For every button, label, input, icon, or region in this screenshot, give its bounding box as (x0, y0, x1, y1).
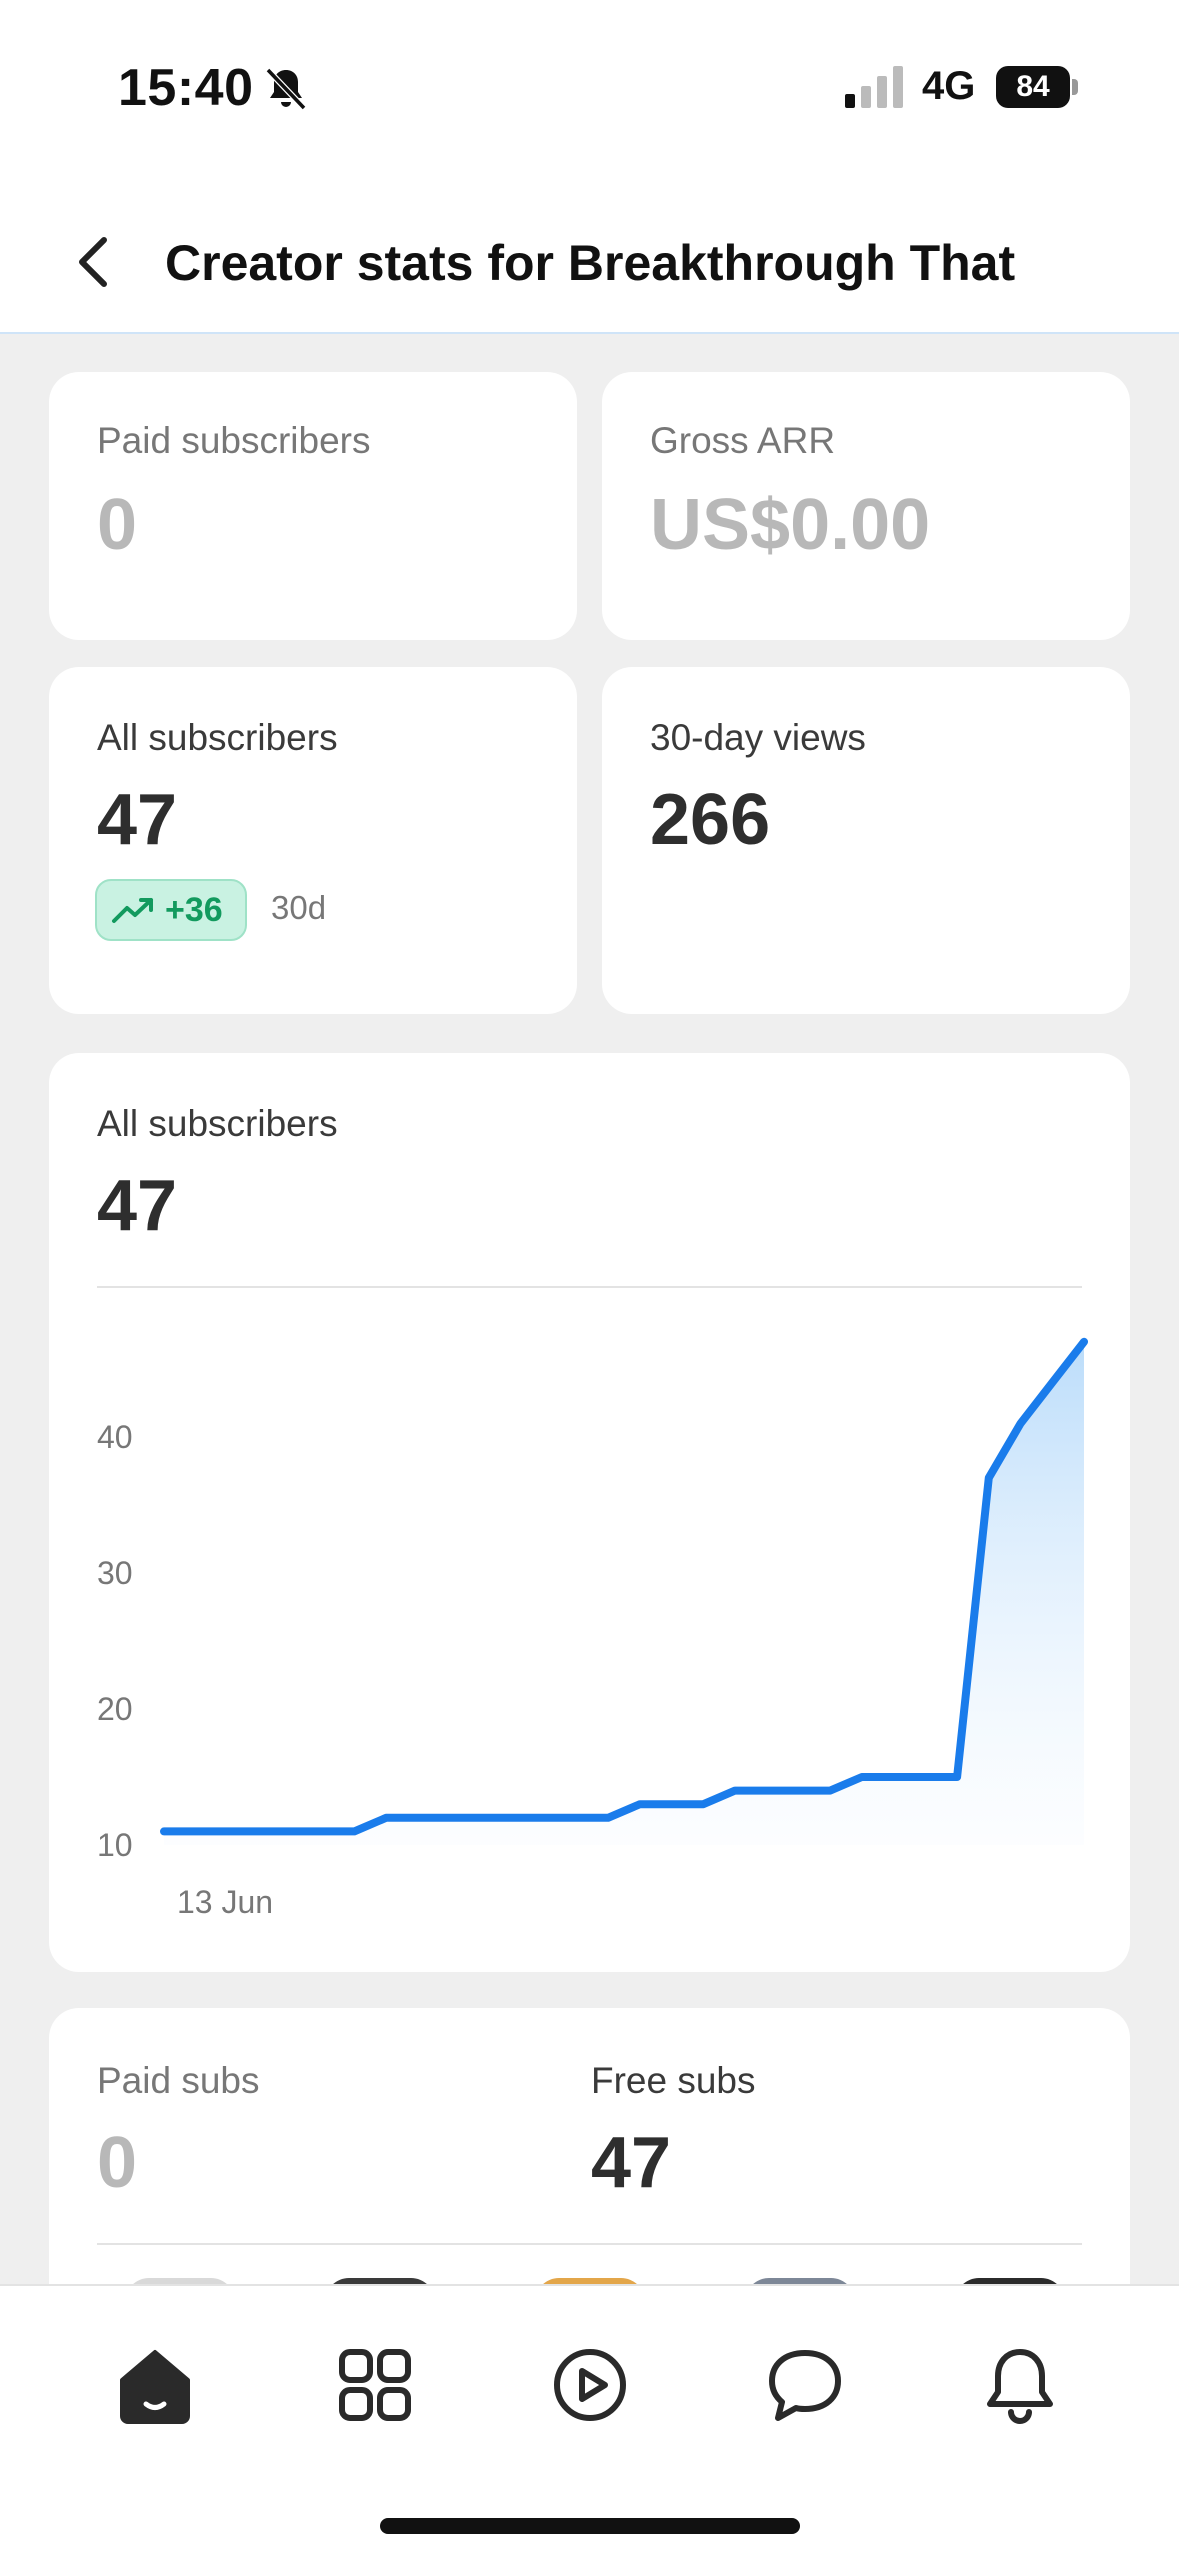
play-icon (554, 2349, 626, 2421)
views-30d-card[interactable]: 30-day views 266 (602, 667, 1130, 1014)
y-tick-label: 20 (97, 1691, 133, 1727)
nav-home[interactable] (110, 2340, 200, 2430)
y-tick-label: 30 (97, 1555, 133, 1591)
bell-icon (987, 2349, 1053, 2424)
gross-arr-card[interactable]: Gross ARR US$0.00 (602, 372, 1130, 640)
subs-divider (97, 2243, 1082, 2245)
home-icon (120, 2350, 190, 2424)
status-time: 15:40 (118, 59, 254, 117)
battery-icon: 84 (996, 66, 1078, 108)
nav-notifications[interactable] (975, 2340, 1065, 2430)
page-title: Creator stats for Breakthrough That (165, 235, 1016, 291)
chart-area-fill (164, 1341, 1084, 1845)
chat-icon (769, 2350, 841, 2421)
trend-up-icon (112, 898, 153, 923)
network-type: 4G (922, 64, 976, 108)
nav-play[interactable] (545, 2340, 635, 2430)
all-subscribers-card[interactable]: All subscribers 47 +36 30d (49, 667, 577, 1014)
paid-subscribers-card[interactable]: Paid subscribers 0 (49, 372, 577, 640)
chart-value: 47 (97, 1166, 178, 1246)
subscriber-chart-card: All subscribers 47 10 20 30 40 13 Jun (49, 1053, 1130, 1972)
bottom-nav (0, 2284, 1179, 2556)
paid-subs-value: 0 (97, 2123, 138, 2203)
signal-icon (845, 66, 903, 108)
status-bar: 15:40 4G 84 (0, 0, 1179, 170)
gross-arr-label: Gross ARR (650, 420, 836, 461)
paid-subscribers-value: 0 (97, 485, 138, 565)
views-30d-value: 266 (650, 780, 771, 860)
trend-value: +36 (165, 890, 223, 929)
nav-grid[interactable] (330, 2340, 420, 2430)
y-tick-label: 40 (97, 1419, 133, 1455)
views-30d-label: 30-day views (650, 717, 866, 758)
all-subscribers-value: 47 (97, 780, 178, 860)
grid-icon (339, 2349, 411, 2421)
chart-divider (97, 1286, 1082, 1288)
trend-period: 30d (271, 889, 327, 926)
battery-level: 84 (996, 66, 1070, 108)
chart-series-line (160, 1337, 1088, 1836)
free-subs-value: 47 (591, 2123, 672, 2203)
page-header: Creator stats for Breakthrough That (0, 170, 1179, 334)
gross-arr-value: US$0.00 (650, 485, 931, 565)
paid-subs-label: Paid subs (97, 2060, 260, 2101)
subscriber-chart: 10 20 30 40 13 Jun (97, 1337, 1088, 1920)
chart-label: All subscribers (97, 1103, 338, 1144)
y-tick-label: 10 (97, 1827, 133, 1863)
nav-chat[interactable] (760, 2340, 850, 2430)
back-arrow-icon[interactable] (66, 230, 122, 294)
bell-off-icon (265, 67, 307, 111)
paid-subscribers-label: Paid subscribers (97, 420, 371, 461)
trend-badge: +36 (95, 879, 247, 941)
free-subs-label: Free subs (591, 2060, 756, 2101)
home-indicator (380, 2518, 800, 2534)
all-subscribers-label: All subscribers (97, 717, 338, 758)
x-tick-label: 13 Jun (177, 1884, 273, 1920)
